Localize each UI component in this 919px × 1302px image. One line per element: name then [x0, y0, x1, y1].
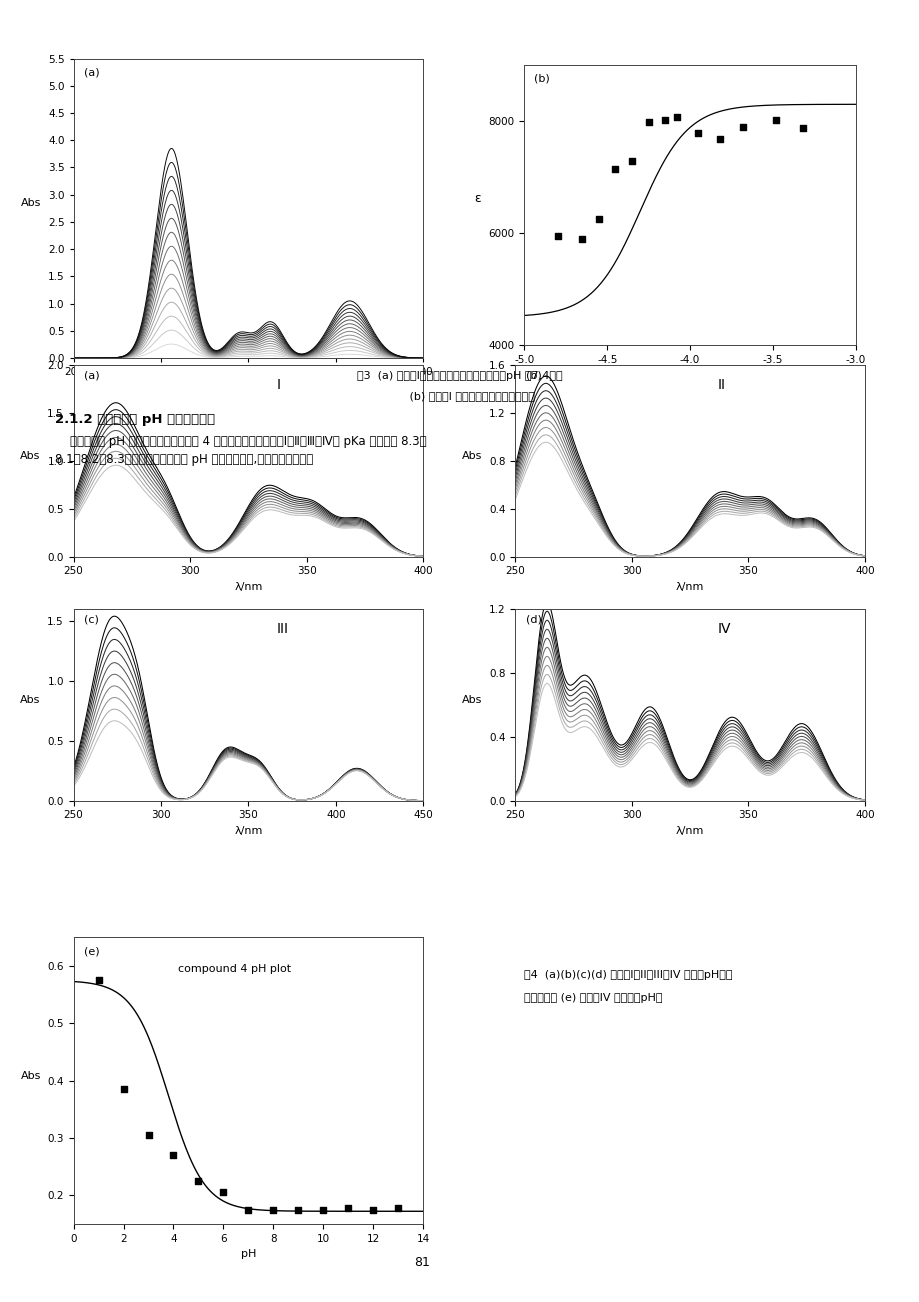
Y-axis label: Abs: Abs: [20, 450, 40, 461]
Point: [315, 1199, 330, 1220]
X-axis label: λ/nm: λ/nm: [234, 582, 262, 592]
Text: 图3  (a) 化合物I自身随浓度增加的吸收光谱（pH 为7.4）；: 图3 (a) 化合物I自身随浓度增加的吸收光谱（pH 为7.4）；: [357, 371, 562, 381]
Point: [216, 1182, 231, 1203]
Text: (a): (a): [84, 370, 99, 380]
Text: (a): (a): [84, 68, 99, 78]
Text: 8.1、8.2、8.3，说明化合物在生理 pH 即测定条件下,以盐的形式存在。: 8.1、8.2、8.3，说明化合物在生理 pH 即测定条件下,以盐的形式存在。: [55, 453, 313, 466]
Text: compound 4 pH plot: compound 4 pH plot: [178, 963, 291, 974]
Point: [166, 1144, 181, 1165]
X-axis label: Log(C): Log(C): [671, 370, 708, 380]
Point: [624, 151, 639, 172]
X-axis label: λ/nm: λ/nm: [234, 825, 262, 836]
Point: [550, 225, 564, 246]
Text: 吸收光谱图 (e) 化合物IV 吸光度对pH图: 吸收光谱图 (e) 化合物IV 吸光度对pH图: [524, 993, 663, 1004]
Point: [591, 208, 606, 229]
Point: [690, 122, 705, 143]
Y-axis label: Abs: Abs: [20, 695, 40, 704]
Point: [141, 1125, 155, 1146]
Text: (c): (c): [84, 615, 99, 625]
Point: [366, 1199, 380, 1220]
Point: [290, 1199, 305, 1220]
Point: [735, 116, 750, 137]
Point: [91, 970, 106, 991]
Y-axis label: ε: ε: [473, 193, 481, 206]
X-axis label: λ/nm: λ/nm: [675, 825, 703, 836]
Y-axis label: Abs: Abs: [461, 450, 482, 461]
X-axis label: λ/nm: λ/nm: [675, 582, 703, 592]
Point: [669, 107, 684, 128]
Text: 81: 81: [414, 1256, 429, 1269]
Point: [266, 1199, 280, 1220]
Text: II: II: [717, 378, 725, 392]
Text: IV: IV: [717, 622, 731, 637]
Point: [711, 129, 726, 150]
Point: [241, 1199, 255, 1220]
X-axis label: λ/nm: λ/nm: [234, 383, 262, 393]
Point: [641, 112, 655, 133]
Y-axis label: Abs: Abs: [21, 198, 41, 208]
Point: [116, 1079, 130, 1100]
Point: [607, 159, 622, 180]
X-axis label: pH: pH: [241, 1249, 255, 1259]
Point: [391, 1198, 405, 1219]
Text: I: I: [276, 378, 280, 392]
Text: (b) 化合物I 摩尔消光系数与浓度对数图: (b) 化合物I 摩尔消光系数与浓度对数图: [385, 391, 534, 401]
Text: (d): (d): [525, 615, 541, 625]
Text: 图4  (a)(b)(c)(d) 化合物I、II、III、IV 在不同pH下的: 图4 (a)(b)(c)(d) 化合物I、II、III、IV 在不同pH下的: [524, 970, 732, 980]
Text: III: III: [276, 622, 288, 637]
Text: 2.1.2 化合物不同 pH 值的存在形式: 2.1.2 化合物不同 pH 值的存在形式: [55, 413, 215, 426]
Text: (b): (b): [525, 370, 541, 380]
Point: [768, 109, 783, 130]
Y-axis label: Abs: Abs: [20, 1070, 40, 1081]
Text: (e): (e): [84, 947, 99, 956]
Point: [191, 1170, 206, 1191]
Text: (b): (b): [534, 73, 550, 83]
Text: 化合物不同 pH 值的可见光谱可以从图 4 数据处理可知，化合物Ⅰ、Ⅱ、Ⅲ、Ⅳ的 pKa 值分别为 8.3、: 化合物不同 pH 值的可见光谱可以从图 4 数据处理可知，化合物Ⅰ、Ⅱ、Ⅲ、Ⅳ的…: [55, 435, 426, 448]
Point: [794, 117, 809, 138]
Point: [657, 109, 672, 130]
Y-axis label: Abs: Abs: [461, 695, 482, 704]
Point: [341, 1198, 356, 1219]
Point: [574, 228, 589, 249]
